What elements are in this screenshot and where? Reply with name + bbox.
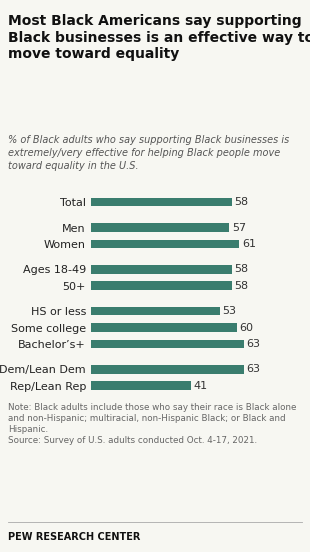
Bar [91, 282, 232, 290]
Text: 41: 41 [193, 381, 208, 391]
Text: % of Black adults who say supporting Black businesses is
extremely/very effectiv: % of Black adults who say supporting Bla… [8, 135, 289, 171]
Bar [91, 365, 244, 374]
Text: 53: 53 [223, 306, 237, 316]
Text: 61: 61 [242, 239, 256, 249]
Text: 60: 60 [239, 322, 254, 332]
Text: 58: 58 [235, 281, 249, 291]
Text: Most Black Americans say supporting
Black businesses is an effective way to
move: Most Black Americans say supporting Blac… [8, 14, 310, 61]
Text: Note: Black adults include those who say their race is Black alone
and non-Hispa: Note: Black adults include those who say… [8, 403, 296, 445]
Bar [91, 198, 232, 206]
Bar [91, 339, 244, 348]
Bar [91, 307, 219, 315]
Text: 63: 63 [247, 364, 261, 374]
Bar [91, 323, 237, 332]
Text: 58: 58 [235, 264, 249, 274]
Bar [91, 240, 239, 248]
Text: 57: 57 [232, 222, 246, 232]
Bar [91, 224, 229, 232]
Text: 58: 58 [235, 197, 249, 207]
Text: PEW RESEARCH CENTER: PEW RESEARCH CENTER [8, 532, 140, 542]
Text: 63: 63 [247, 339, 261, 349]
Bar [91, 265, 232, 274]
Bar [91, 381, 191, 390]
